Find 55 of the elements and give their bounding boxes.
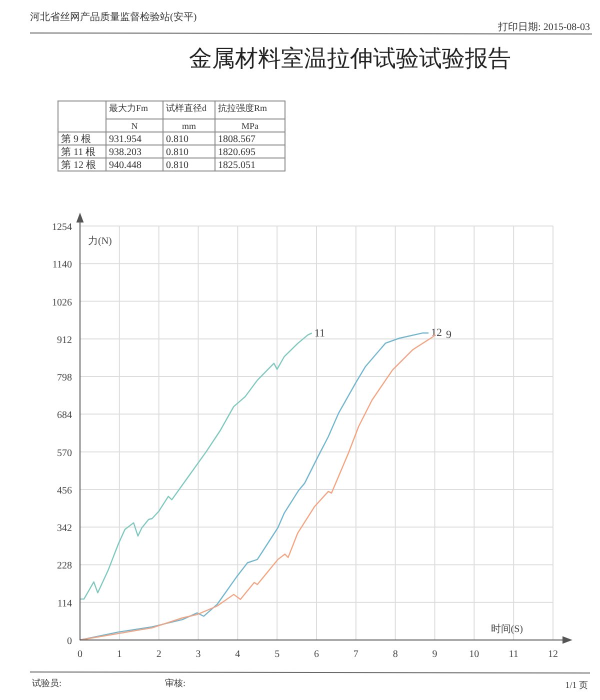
x-tick-label: 9 xyxy=(432,649,438,660)
y-tick-label: 342 xyxy=(57,523,72,534)
y-tick-label: 228 xyxy=(57,560,72,572)
text: MPa xyxy=(241,121,259,131)
text: 试样直径d xyxy=(166,103,207,113)
x-tick-label: 0 xyxy=(78,649,82,660)
y-tick-label: 1254 xyxy=(52,222,72,233)
y-tick-label: 1140 xyxy=(52,260,72,271)
x-tick-label: 10 xyxy=(469,649,480,660)
text: 1808.567 xyxy=(218,134,256,145)
y-tick-label: 570 xyxy=(57,448,72,459)
text: 1825.051 xyxy=(218,160,256,171)
text: N xyxy=(131,121,138,131)
text: mm xyxy=(182,121,196,131)
y-tick-label: 684 xyxy=(57,410,72,422)
x-tick-label: 8 xyxy=(392,649,398,660)
text: 0.810 xyxy=(166,134,188,145)
text: 审核: xyxy=(165,678,186,688)
x-tick-label: 11 xyxy=(508,649,518,660)
text: 打印日期: 2015-08-03 xyxy=(497,21,590,33)
series-label: 11 xyxy=(314,327,325,340)
x-tick-label: 5 xyxy=(274,649,280,660)
text: 938.203 xyxy=(109,147,142,158)
text: 931.954 xyxy=(109,134,142,145)
text: 940.448 xyxy=(109,160,142,171)
x-tick-label: 12 xyxy=(548,649,558,660)
x-tick-label: 6 xyxy=(314,649,319,660)
y-axis-title: 力(N) xyxy=(88,235,112,247)
series-label: 9 xyxy=(446,328,452,341)
text: 河北省丝网产品质量监督检验站(安平) xyxy=(30,11,197,23)
text: 1820.695 xyxy=(218,147,256,158)
chart-title: 金属材料室温拉伸试验试验报告 xyxy=(189,46,511,72)
y-tick-label: 114 xyxy=(57,598,72,610)
y-tick-label: 912 xyxy=(57,334,72,346)
y-tick-label: 456 xyxy=(57,485,72,496)
line-series xyxy=(79,332,312,600)
y-tick-label: 0 xyxy=(67,636,72,647)
text: 0.810 xyxy=(166,160,188,171)
x-axis-title: 时间(S) xyxy=(490,623,523,635)
text: 1/1 页 xyxy=(565,680,588,690)
x-tick-label: 2 xyxy=(156,649,162,660)
text: 试验员: xyxy=(32,678,62,688)
text: 抗拉强度Rm xyxy=(218,103,268,113)
text: 最大力Fm xyxy=(109,103,148,113)
series-label: 12 xyxy=(431,326,442,339)
text: 第 12 根 xyxy=(61,159,96,171)
y-tick-label: 1026 xyxy=(52,297,72,308)
x-tick-label: 4 xyxy=(235,649,240,660)
y-tick-label: 798 xyxy=(57,372,72,384)
text: 第 11 根 xyxy=(61,146,96,158)
text: 0.810 xyxy=(166,147,188,158)
x-tick-label: 3 xyxy=(196,649,201,660)
text: 第 9 根 xyxy=(61,133,91,145)
x-tick-label: 1 xyxy=(116,649,122,660)
x-tick-label: 7 xyxy=(353,649,358,660)
